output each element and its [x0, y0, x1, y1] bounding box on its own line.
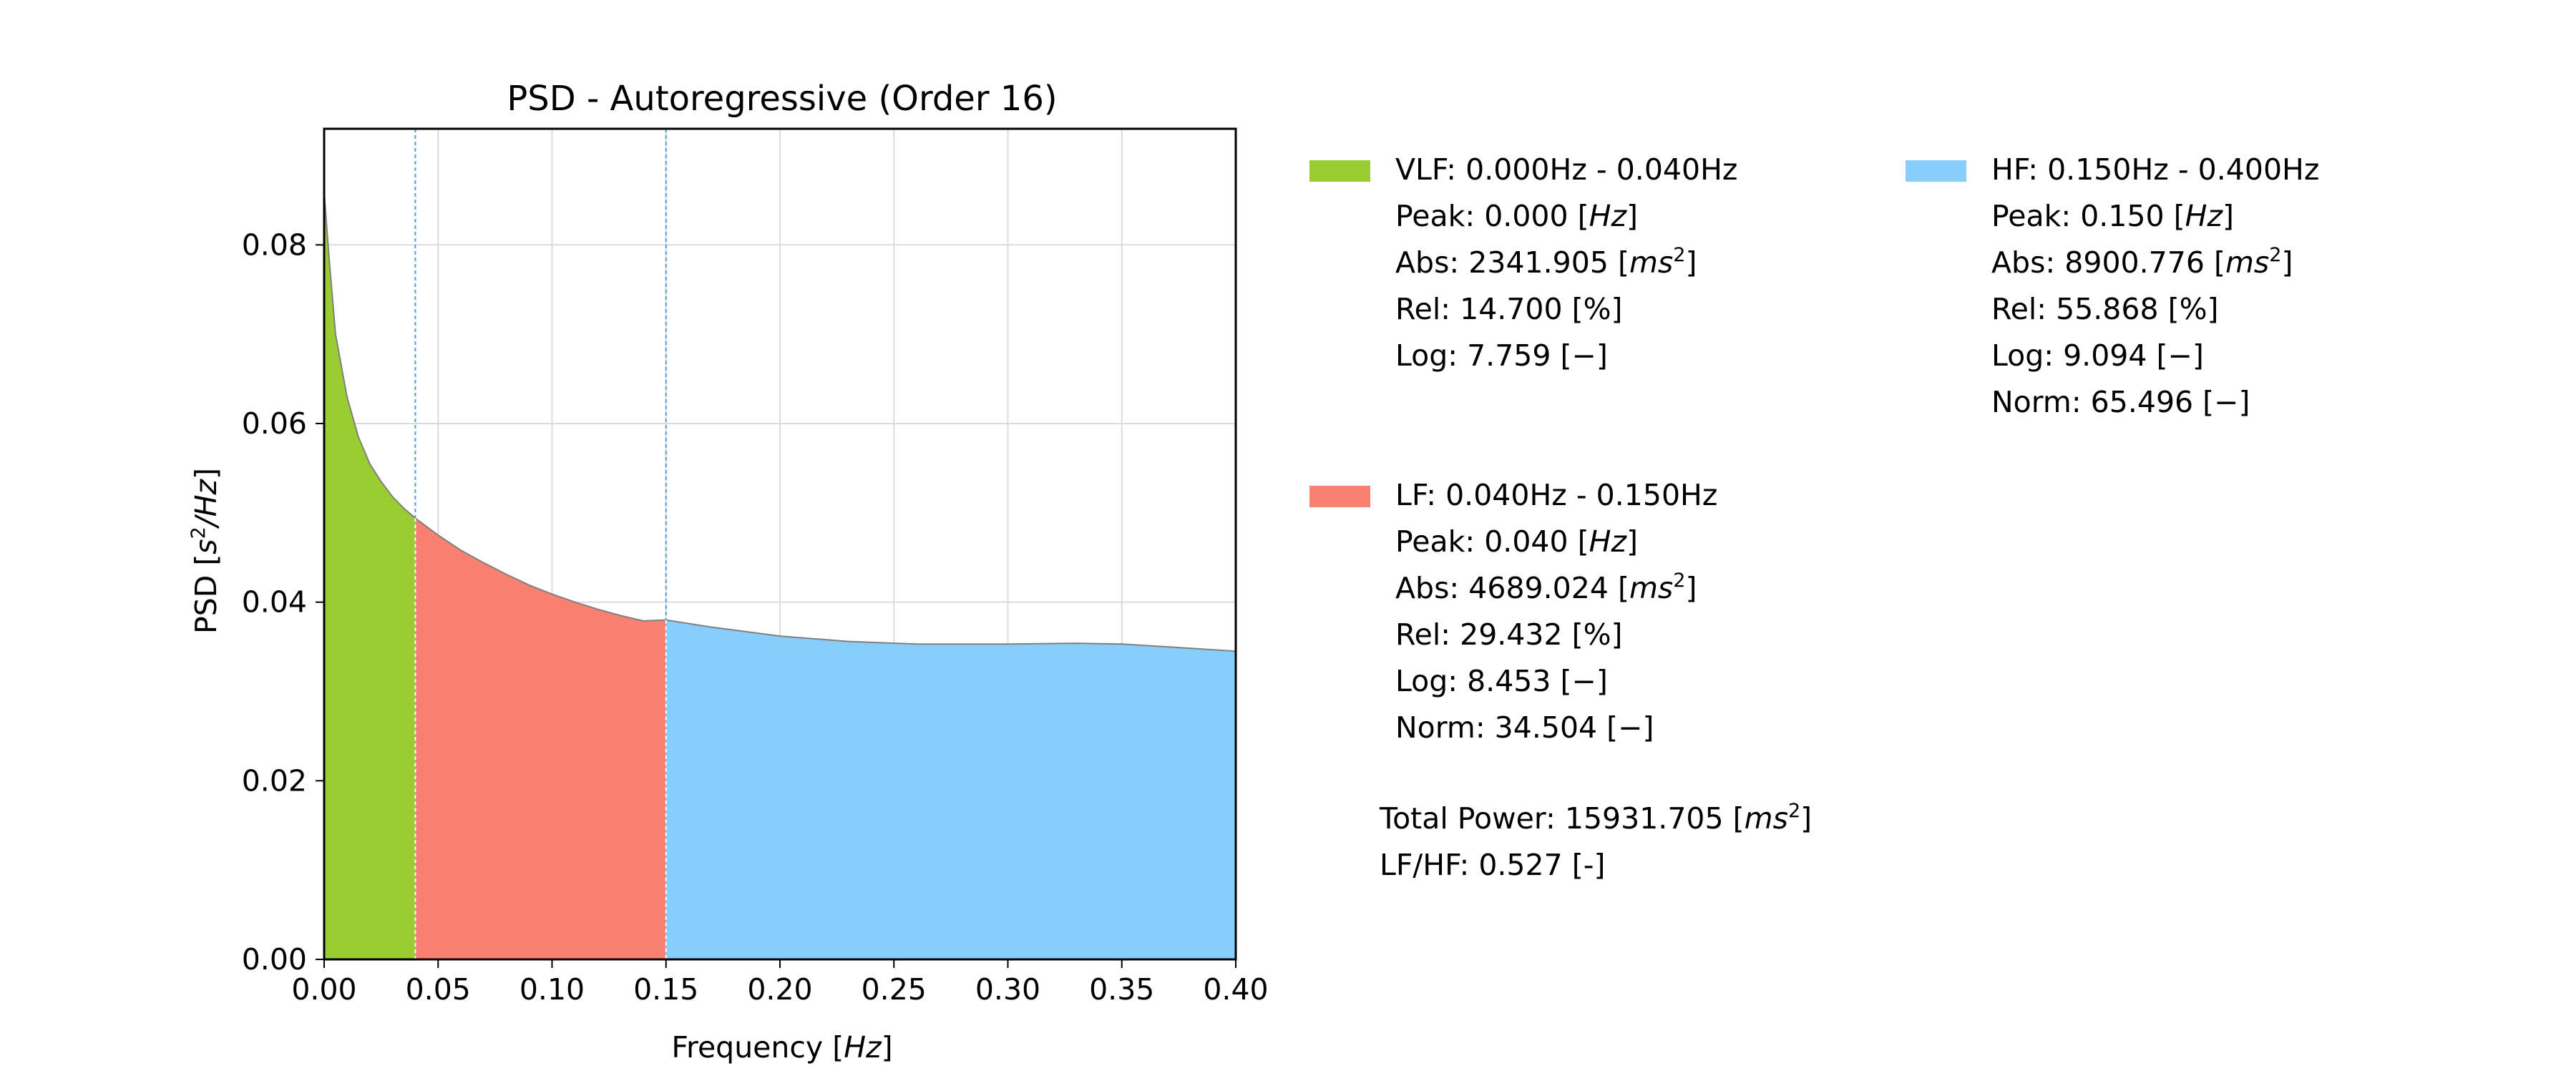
y-tick-label-3: 0.06 [242, 406, 307, 441]
band-fill-lf [415, 518, 666, 959]
chart-title: PSD - Autoregressive (Order 16) [507, 79, 1057, 119]
x-tick-label-5: 0.25 [862, 972, 927, 1007]
vlf-rel: Rel: 14.700 [%] [1395, 292, 1623, 326]
legend-swatch-hf [1906, 160, 1966, 182]
x-tick-label-4: 0.20 [747, 972, 812, 1007]
hf-header: HF: 0.150Hz - 0.400Hz [1991, 152, 2320, 187]
y-tick-label-0: 0.00 [242, 942, 307, 977]
lf-abs: Abs: 4689.024 [ms2] [1395, 569, 1697, 605]
x-tick-label-1: 0.05 [406, 972, 471, 1007]
vlf-peak: Peak: 0.000 [Hz] [1395, 199, 1638, 233]
band-fill-hf [665, 620, 1236, 959]
hf-abs: Abs: 8900.776 [ms2] [1991, 244, 2293, 280]
x-axis-label: Frequency [Hz] [671, 1030, 892, 1065]
x-tick-label-0: 0.00 [291, 972, 356, 1007]
x-tick-label-6: 0.30 [975, 972, 1040, 1007]
lf-log: Log: 8.453 [−] [1395, 664, 1608, 698]
x-tick-label-7: 0.35 [1089, 972, 1154, 1007]
y-axis-label: PSD [s2/Hz] [187, 468, 223, 634]
vlf-header: VLF: 0.000Hz - 0.040Hz [1395, 152, 1738, 187]
vlf-abs: Abs: 2341.905 [ms2] [1395, 244, 1697, 280]
total-power: Total Power: 15931.705 [ms2] [1380, 800, 1813, 836]
hf-peak: Peak: 0.150 [Hz] [1991, 199, 2234, 233]
lf-peak: Peak: 0.040 [Hz] [1395, 524, 1638, 559]
x-tick-label-3: 0.15 [633, 972, 698, 1007]
vlf-log: Log: 7.759 [−] [1395, 338, 1608, 373]
hf-rel: Rel: 55.868 [%] [1991, 292, 2219, 326]
y-tick-label-1: 0.02 [242, 763, 307, 798]
summary-totals: Total Power: 15931.705 [ms2] LF/HF: 0.52… [1380, 796, 1812, 889]
lf-header: LF: 0.040Hz - 0.150Hz [1395, 478, 1718, 512]
x-tick-label-8: 0.40 [1203, 972, 1268, 1007]
hf-log: Log: 9.094 [−] [1991, 338, 2204, 373]
legend-swatch-lf [1309, 486, 1370, 507]
y-tick-label-2: 0.04 [242, 585, 307, 620]
lf-hf-ratio: LF/HF: 0.527 [-] [1380, 848, 1606, 882]
legend-swatch-vlf [1309, 160, 1370, 182]
y-tick-label-4: 0.08 [242, 228, 307, 262]
band-fill-vlf [324, 191, 416, 959]
lf-norm: Norm: 34.504 [−] [1395, 710, 1654, 745]
hf-norm: Norm: 65.496 [−] [1991, 385, 2250, 419]
x-tick-label-2: 0.10 [519, 972, 585, 1007]
lf-rel: Rel: 29.432 [%] [1395, 617, 1623, 652]
psd-curve [323, 191, 1236, 652]
